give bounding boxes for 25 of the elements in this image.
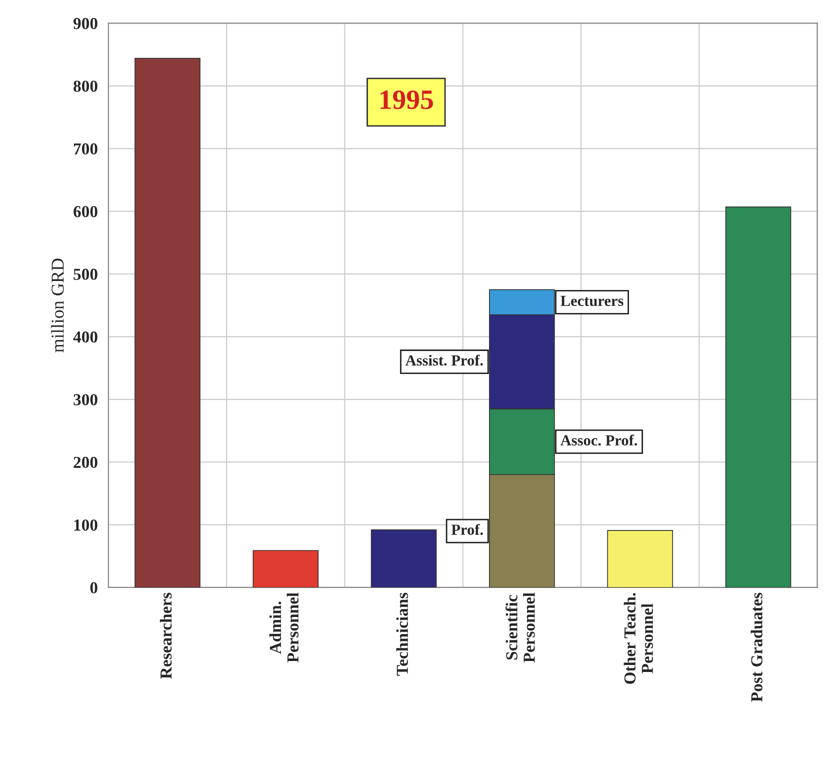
- bar: [134, 58, 200, 588]
- x-tick-label: Researchers: [160, 592, 172, 679]
- x-tick-label: Post Graduates: [750, 592, 762, 702]
- y-tick-label: 100: [74, 519, 98, 531]
- y-axis-title: million GRD: [51, 258, 64, 352]
- series-label: Assist. Prof.: [405, 354, 483, 366]
- bar: [607, 530, 674, 588]
- y-tick-label: 900: [73, 18, 98, 30]
- y-tick-label: 800: [74, 80, 98, 92]
- annotation: 1995: [380, 90, 433, 110]
- series-label: Assoc. Prof.: [560, 434, 638, 446]
- x-tick-label: Other Teach. Personnel: [624, 593, 653, 684]
- series-label: Lecturers: [560, 296, 624, 306]
- y-tick-label: 400: [73, 331, 98, 343]
- y-tick-label: 500: [74, 268, 98, 280]
- x-tick-label: Scientific Personnel: [506, 592, 535, 662]
- x-tick-label: Admin. Personnel: [269, 592, 299, 662]
- y-tick-label: 300: [74, 394, 98, 406]
- y-tick-label: 200: [74, 456, 98, 468]
- bar: [252, 550, 319, 588]
- y-tick-label: 700: [74, 143, 98, 155]
- y-tick-label: 0: [90, 582, 98, 594]
- y-tick-label: 600: [74, 206, 98, 218]
- series-label: Prof.: [451, 524, 483, 535]
- x-tick-label: Technicians: [396, 592, 408, 676]
